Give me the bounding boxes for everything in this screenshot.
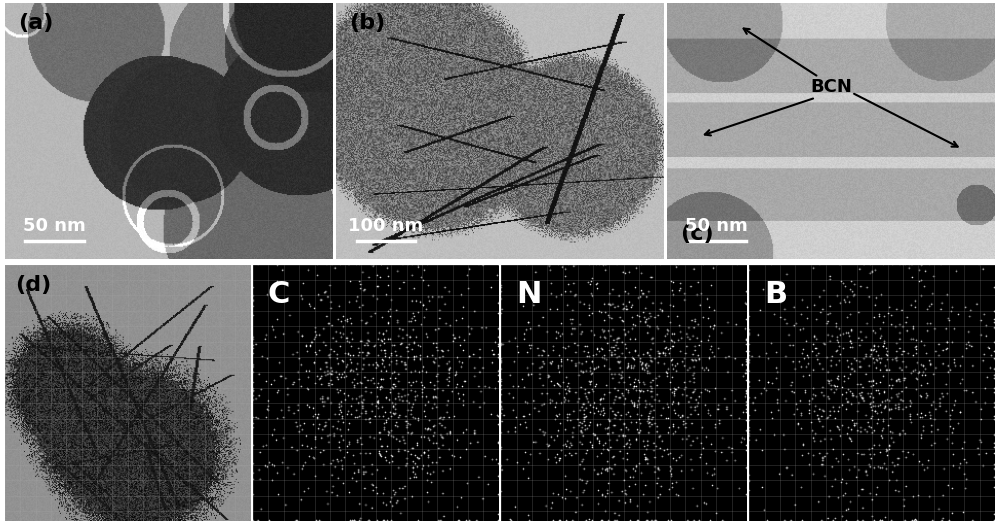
Text: (a): (a)	[18, 13, 53, 33]
Text: (b): (b)	[349, 13, 385, 33]
Text: 50 nm: 50 nm	[685, 217, 748, 235]
Text: B: B	[764, 280, 787, 309]
Text: 100 nm: 100 nm	[348, 217, 423, 235]
Text: N: N	[516, 280, 541, 309]
Text: (c): (c)	[680, 224, 714, 244]
Text: (d): (d)	[15, 275, 51, 295]
Text: BCN: BCN	[810, 79, 852, 96]
Text: 50 nm: 50 nm	[23, 217, 86, 235]
Text: C: C	[268, 280, 290, 309]
